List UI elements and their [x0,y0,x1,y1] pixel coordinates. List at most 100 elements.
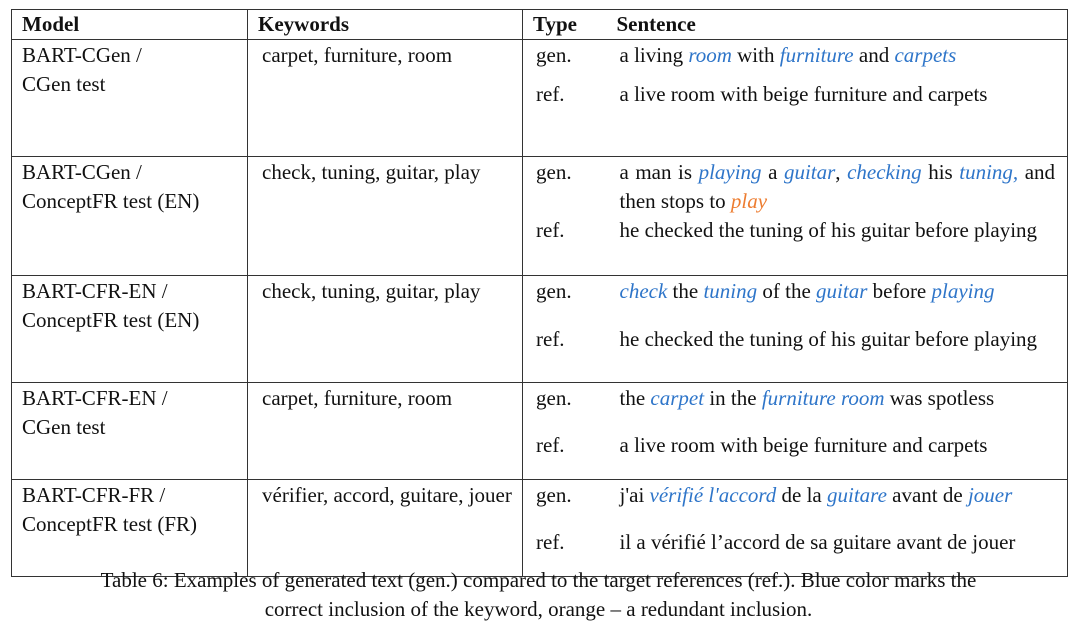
keywords-text: carpet, furniture, room [262,386,453,410]
caption-line-2: correct inclusion of the keyword, orange… [264,597,813,621]
model-line: ConceptFR test (EN) [22,189,200,213]
keywords-cell: check, tuning, guitar, play [247,275,523,383]
keyword-correct: guitar [783,160,836,184]
model-line: BART-CFR-FR / [22,483,166,507]
header-keywords: Keywords [247,9,523,40]
type-cell: gen. ref. [522,39,607,157]
type-ref-label: ref. [536,433,565,457]
sentence-text: with [731,43,780,67]
type-gen-label: gen. [536,43,572,67]
keywords-cell: vérifier, accord, guitare, jouer [247,479,523,577]
sentence-text: the [619,386,651,410]
keywords-text: check, tuning, guitar, play [262,279,481,303]
keyword-correct: checking [847,160,922,184]
model-cell: BART-CFR-FR / ConceptFR test (FR) [11,479,248,577]
type-ref-label: ref. [536,327,565,351]
model-line: BART-CGen / [22,160,142,184]
sentence-text: and [853,43,895,67]
type-gen-label: gen. [536,160,572,184]
table-row: BART-CFR-FR / ConceptFR test (FR) vérifier… [11,479,1068,577]
keyword-correct: guitare [827,483,887,507]
sentence-cell: a man is playing a guitar, checking his … [606,156,1068,276]
type-cell: gen. ref. [522,156,607,276]
keyword-correct: furniture room [761,386,885,410]
keyword-correct: furniture [779,43,854,67]
keyword-correct: tuning [703,279,758,303]
model-line: CGen test [22,72,106,96]
model-line: BART-CFR-EN / [22,279,168,303]
keywords-cell: check, tuning, guitar, play [247,156,523,276]
type-gen-label: gen. [536,279,572,303]
table-row: BART-CGen / CGen test carpet, furniture, r… [11,39,1068,157]
keyword-correct: playing [698,160,762,184]
generated-sentence: a living room with furniture and carpets [620,41,1056,70]
type-gen-label: gen. [536,386,572,410]
sentence-text: a [761,160,784,184]
sentence-cell: the carpet in the furniture room was spo… [606,382,1068,480]
type-gen-label: gen. [536,483,572,507]
sentence-cell: a living room with furniture and carpets… [606,39,1068,157]
table-caption: Table 6: Examples of generated text (gen… [0,566,1077,624]
header-row: Model Keywords Type Sentence [11,9,1068,40]
sentence-cell: check the tuning of the guitar before pl… [606,275,1068,383]
generated-sentence: check the tuning of the guitar before pl… [620,277,1056,306]
examples-table: Model Keywords Type Sentence BART-CGen /… [11,9,1068,577]
keywords-text: check, tuning, guitar, play [262,160,481,184]
type-ref-label: ref. [536,218,565,242]
reference-sentence: a live room with beige furniture and car… [619,82,988,106]
type-cell: gen. ref. [522,275,607,383]
caption-line-1: Table 6: Examples of generated text (gen… [100,568,977,592]
keyword-correct: playing [931,279,995,303]
keyword-correct: check [619,279,668,303]
sentence-text: a living [619,43,689,67]
sentence-text: of the [757,279,817,303]
sentence-text: j'ai [619,483,650,507]
keyword-correct: carpet [650,386,705,410]
table-row: BART-CFR-EN / CGen test carpet, furniture,… [11,382,1068,480]
keyword-correct: jouer [967,483,1013,507]
keyword-redundant: play [730,189,768,213]
sentence-text: his [921,160,960,184]
type-ref-label: ref. [536,82,565,106]
keywords-text: vérifier, accord, guitare, jouer [262,483,512,507]
type-cell: gen. ref. [522,382,607,480]
keyword-correct: room [688,43,732,67]
keywords-text: carpet, furniture, room [262,43,453,67]
sentence-text: avant de [886,483,968,507]
table-row: BART-CFR-EN / ConceptFR test (EN) check, t… [11,275,1068,383]
type-cell: gen. ref. [522,479,607,577]
table-row: BART-CGen / ConceptFR test (EN) check, tun… [11,156,1068,276]
sentence-text: de la [776,483,828,507]
model-line: ConceptFR test (FR) [22,512,198,536]
model-line: BART-CGen / [22,43,142,67]
model-cell: BART-CFR-EN / CGen test [11,382,248,480]
reference-sentence: he checked the tuning of his guitar befo… [619,218,1038,242]
model-line: CGen test [22,415,106,439]
sentence-text: , [835,160,848,184]
reference-sentence: il a vérifié l’accord de sa guitare avan… [619,530,1016,554]
keyword-correct: carpets [894,43,957,67]
model-cell: BART-CFR-EN / ConceptFR test (EN) [11,275,248,383]
keyword-correct: tuning, [959,160,1019,184]
sentence-text: a man is [619,160,699,184]
reference-sentence: he checked the tuning of his guitar befo… [619,327,1038,351]
header-type: Type [522,9,607,40]
sentence-text: the [667,279,704,303]
model-cell: BART-CGen / ConceptFR test (EN) [11,156,248,276]
keywords-cell: carpet, furniture, room [247,382,523,480]
model-line: BART-CFR-EN / [22,386,168,410]
generated-sentence: j'ai vérifié l'accord de la guitare avan… [620,481,1056,510]
generated-sentence: the carpet in the furniture room was spo… [620,384,1056,413]
sentence-text: before [867,279,932,303]
keyword-correct: vérifié l'accord [649,483,777,507]
model-cell: BART-CGen / CGen test [11,39,248,157]
keywords-cell: carpet, furniture, room [247,39,523,157]
keyword-correct: guitar [816,279,868,303]
sentence-text: and then stops to [619,160,1056,213]
header-sentence: Sentence [606,9,1068,40]
generated-sentence: a man is playing a guitar, checking his … [620,158,1056,216]
sentence-text: in the [704,386,762,410]
sentence-cell: j'ai vérifié l'accord de la guitare avan… [606,479,1068,577]
type-ref-label: ref. [536,530,565,554]
model-line: ConceptFR test (EN) [22,308,200,332]
